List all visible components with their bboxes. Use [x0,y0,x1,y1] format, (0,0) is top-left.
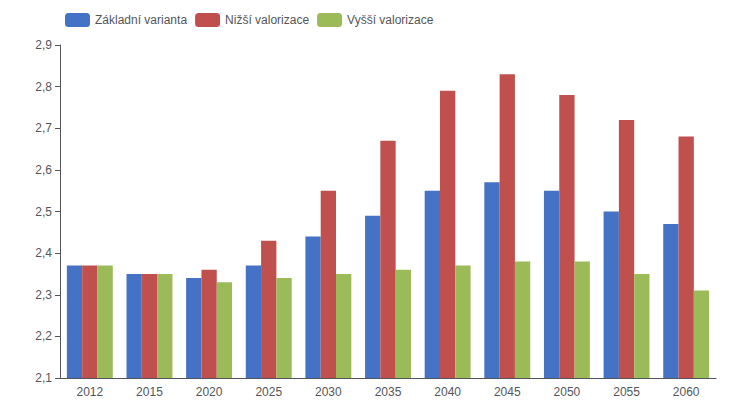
svg-text:2,1: 2,1 [35,371,52,385]
svg-text:2,5: 2,5 [35,205,52,219]
svg-text:2055: 2055 [613,385,640,399]
svg-text:Nižší valorizace: Nižší valorizace [225,13,309,27]
svg-text:2035: 2035 [375,385,402,399]
svg-text:2025: 2025 [255,385,282,399]
svg-text:2,8: 2,8 [35,80,52,94]
svg-text:2,3: 2,3 [35,288,52,302]
svg-text:2,7: 2,7 [35,121,52,135]
svg-text:2045: 2045 [494,385,521,399]
svg-text:2030: 2030 [315,385,342,399]
svg-text:2012: 2012 [76,385,103,399]
svg-text:2060: 2060 [673,385,700,399]
svg-text:2020: 2020 [196,385,223,399]
svg-text:2,9: 2,9 [35,38,52,52]
svg-text:2040: 2040 [434,385,461,399]
svg-text:2015: 2015 [136,385,163,399]
svg-text:2,6: 2,6 [35,163,52,177]
svg-text:Vyšší valorizace: Vyšší valorizace [347,13,434,27]
svg-text:Základní varianta: Základní varianta [95,13,187,27]
svg-text:2,4: 2,4 [35,246,52,260]
svg-text:2050: 2050 [554,385,581,399]
svg-text:2,2: 2,2 [35,329,52,343]
